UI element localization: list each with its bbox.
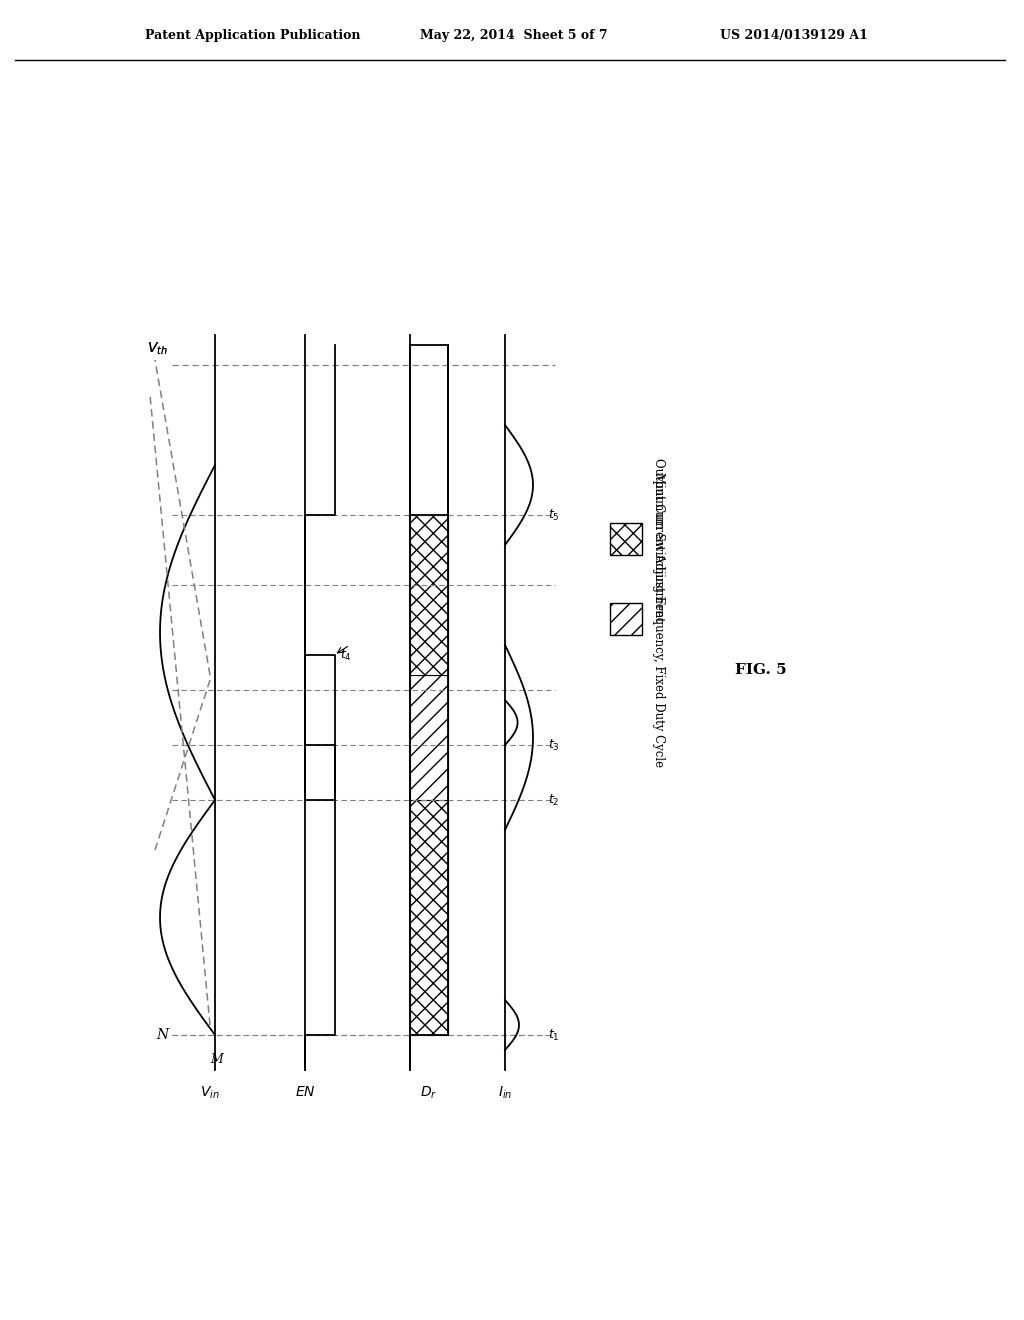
Bar	[610, 603, 642, 635]
Text: M: M	[210, 1053, 223, 1067]
Text: Output Current Adjustment: Output Current Adjustment	[652, 458, 665, 622]
Text: $I_{in}$: $I_{in}$	[498, 1085, 512, 1101]
Text: $t_4$: $t_4$	[340, 647, 352, 663]
Text: $EN$: $EN$	[295, 1085, 315, 1100]
Text: US 2014/0139129 A1: US 2014/0139129 A1	[720, 29, 868, 41]
Text: $V_{th}$: $V_{th}$	[147, 341, 168, 356]
Text: $t_2$: $t_2$	[548, 792, 559, 808]
Text: Patent Application Publication: Patent Application Publication	[145, 29, 360, 41]
Text: N: N	[156, 1028, 168, 1041]
Text: $V_{in}$: $V_{in}$	[200, 1085, 220, 1101]
Bar	[410, 515, 447, 675]
Bar	[410, 800, 447, 1035]
Text: May 22, 2014  Sheet 5 of 7: May 22, 2014 Sheet 5 of 7	[420, 29, 607, 41]
Bar	[410, 675, 447, 800]
Text: FIG. 5: FIG. 5	[735, 663, 786, 677]
Bar	[610, 523, 642, 554]
Text: $V_{th}$: $V_{th}$	[147, 341, 168, 356]
Text: Minimum Switching Frequency, Fixed Duty Cycle: Minimum Switching Frequency, Fixed Duty …	[652, 473, 665, 767]
Text: $D_r$: $D_r$	[421, 1085, 437, 1101]
Text: $t_1$: $t_1$	[548, 1027, 560, 1043]
Text: $t_3$: $t_3$	[548, 738, 560, 752]
Text: $t_5$: $t_5$	[548, 507, 560, 523]
